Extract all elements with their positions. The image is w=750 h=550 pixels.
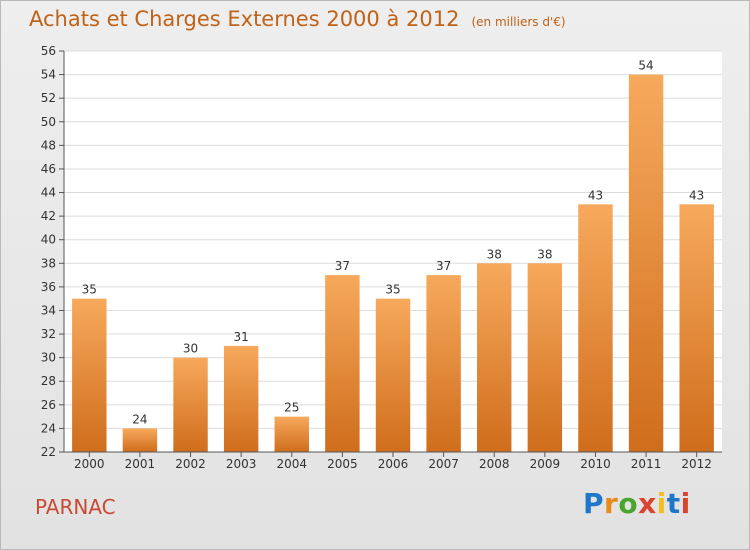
x-tick-label: 2010 (580, 457, 611, 471)
x-tick-label: 2007 (428, 457, 459, 471)
data-label: 38 (487, 247, 502, 261)
x-tick-label: 2012 (681, 457, 712, 471)
bar (274, 416, 309, 452)
y-tick-label: 38 (41, 256, 56, 270)
data-label: 37 (335, 259, 350, 273)
y-tick-label: 46 (41, 162, 56, 176)
x-tick-label: 2009 (530, 457, 561, 471)
logo-letter: x (638, 487, 657, 520)
y-tick-label: 42 (41, 209, 56, 223)
bar (375, 298, 411, 452)
logo-letter: i (656, 487, 667, 520)
data-label: 35 (82, 283, 97, 297)
x-tick-label: 2001 (125, 457, 156, 471)
data-label: 35 (385, 283, 400, 297)
x-tick-label: 2006 (378, 457, 409, 471)
y-tick-label: 22 (41, 445, 56, 459)
proxiti-logo: Proxiti (583, 487, 691, 520)
x-tick-label: 2003 (226, 457, 257, 471)
data-label: 24 (132, 412, 147, 426)
y-tick-label: 36 (41, 280, 56, 294)
logo-letter: t (666, 487, 681, 520)
y-tick-label: 54 (41, 68, 56, 82)
chart-unit: (en milliers d'€) (471, 15, 566, 29)
x-tick-label: 2005 (327, 457, 358, 471)
x-tick-label: 2011 (631, 457, 662, 471)
y-tick-label: 34 (41, 303, 56, 317)
data-label: 43 (588, 188, 603, 202)
y-tick-label: 24 (41, 421, 56, 435)
bar (477, 263, 512, 452)
y-tick-label: 32 (41, 327, 56, 341)
x-tick-label: 2000 (74, 457, 105, 471)
bar (72, 298, 107, 452)
y-tick-label: 30 (41, 351, 56, 365)
x-tick-label: 2008 (479, 457, 510, 471)
x-tick-label: 2002 (175, 457, 206, 471)
y-tick-label: 44 (41, 186, 56, 200)
bar (173, 357, 208, 452)
axes: 22 24 26 28 30 32 34 36 38 40 42 44 46 48 50 52 54 56 2000… (41, 44, 722, 471)
x-tick-label: 2004 (276, 457, 307, 471)
data-label: 54 (638, 59, 653, 73)
data-label: 38 (537, 247, 552, 261)
logo-letter: P (583, 487, 605, 520)
logo-letter: o (618, 487, 639, 520)
data-label: 43 (689, 188, 704, 202)
bar (223, 345, 259, 452)
bars: 35 24 30 31 25 37 35 37 38 38 43 54 43 (72, 59, 714, 453)
bar (426, 275, 461, 452)
place-name: PARNAC (35, 495, 116, 519)
data-label: 25 (284, 401, 299, 415)
data-label: 37 (436, 259, 451, 273)
y-tick-label: 56 (41, 44, 56, 58)
y-tick-label: 40 (41, 233, 56, 247)
logo-letter: i (680, 487, 691, 520)
chart-title: Achats et Charges Externes 2000 à 2012 (e… (29, 7, 566, 31)
y-tick-label: 52 (41, 91, 56, 105)
y-tick-label: 28 (41, 374, 56, 388)
bar (578, 204, 613, 452)
logo-letter: r (604, 487, 619, 520)
y-tick-label: 50 (41, 115, 56, 129)
bar (325, 275, 360, 452)
bar (679, 204, 714, 452)
bar (527, 263, 563, 452)
y-tick-label: 26 (41, 398, 56, 412)
chart-title-text: Achats et Charges Externes 2000 à 2012 (29, 7, 460, 31)
bar (122, 428, 158, 452)
data-label: 31 (234, 330, 249, 344)
y-tick-label: 48 (41, 138, 56, 152)
data-label: 30 (183, 342, 198, 356)
bar (628, 74, 664, 453)
